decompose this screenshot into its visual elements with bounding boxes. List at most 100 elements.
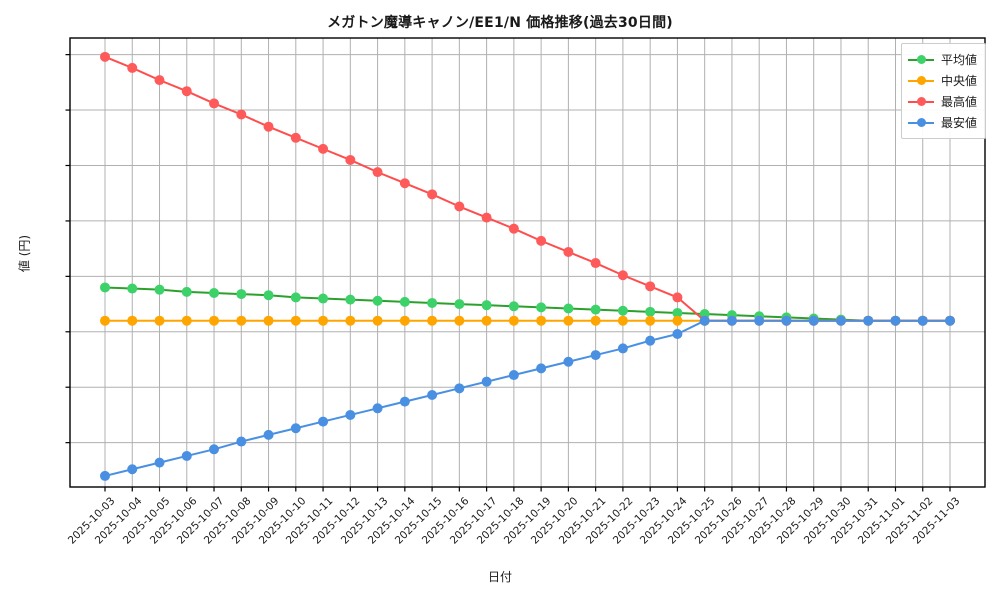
data-point — [236, 289, 247, 300]
data-point — [427, 297, 438, 308]
data-point — [427, 315, 438, 326]
data-point — [318, 293, 329, 304]
data-point — [290, 315, 301, 326]
data-point — [127, 315, 138, 326]
data-point — [372, 403, 383, 414]
data-point — [427, 389, 438, 400]
data-point — [645, 315, 656, 326]
legend-label: 最安値 — [940, 116, 977, 130]
data-point — [399, 178, 410, 189]
data-point — [481, 315, 492, 326]
data-point — [672, 315, 683, 326]
data-point — [100, 315, 110, 326]
data-point — [154, 75, 165, 86]
data-point — [590, 304, 601, 315]
data-point — [100, 282, 110, 293]
data-point — [127, 464, 138, 475]
data-point — [563, 315, 574, 326]
data-point — [563, 246, 574, 257]
data-point — [890, 315, 901, 326]
data-point — [835, 315, 846, 326]
legend-marker-dot — [916, 54, 926, 64]
data-point — [127, 283, 138, 294]
data-point — [454, 383, 465, 394]
data-point — [645, 306, 656, 317]
data-point — [100, 51, 110, 62]
data-point — [399, 315, 410, 326]
series-line — [104, 286, 951, 322]
x-axis-label: 日付 — [487, 570, 512, 584]
data-point — [209, 444, 220, 455]
data-point — [563, 356, 574, 367]
data-point — [345, 154, 356, 165]
chart-title: メガトン魔導キャノン/EE1/N 価格推移(過去30日間) — [327, 15, 673, 31]
data-point — [863, 315, 874, 326]
data-point — [372, 295, 383, 306]
data-point — [181, 86, 192, 97]
data-point — [290, 292, 301, 303]
data-point — [209, 315, 220, 326]
legend-item-1[interactable]: 中央値 — [907, 70, 977, 91]
data-point — [590, 350, 601, 361]
legend-line-swatch — [907, 54, 934, 64]
data-point — [645, 335, 656, 346]
legend-line-swatch — [907, 75, 934, 85]
data-point — [290, 132, 301, 143]
data-point — [726, 315, 737, 326]
data-point — [209, 98, 220, 109]
data-point — [263, 121, 274, 132]
legend-item-2[interactable]: 最高値 — [907, 91, 977, 112]
data-point — [236, 315, 247, 326]
data-point — [808, 315, 819, 326]
data-point — [345, 315, 356, 326]
data-point — [181, 315, 192, 326]
data-point — [263, 429, 274, 440]
data-point — [372, 315, 383, 326]
data-point — [590, 315, 601, 326]
data-point — [318, 416, 329, 427]
data-point — [209, 287, 220, 298]
legend-label: 最高値 — [940, 95, 977, 109]
data-point — [672, 292, 683, 303]
data-point — [481, 300, 492, 311]
data-point — [236, 109, 247, 120]
data-point — [617, 343, 628, 354]
data-point — [536, 302, 547, 313]
data-point — [508, 370, 519, 381]
series-line — [104, 55, 951, 322]
data-point — [263, 290, 274, 301]
data-point — [508, 315, 519, 326]
data-point — [127, 62, 138, 73]
legend-marker-dot — [916, 75, 926, 85]
legend-item-3[interactable]: 最安値 — [907, 112, 977, 133]
plot-frame — [69, 37, 986, 488]
data-point — [536, 235, 547, 246]
data-point — [617, 270, 628, 281]
data-point — [236, 436, 247, 447]
data-point — [563, 303, 574, 314]
data-point — [318, 143, 329, 154]
data-point — [345, 294, 356, 305]
data-point — [536, 315, 547, 326]
data-point — [154, 457, 165, 468]
data-point — [508, 301, 519, 312]
legend-marker-dot — [916, 117, 926, 127]
data-point — [427, 189, 438, 200]
data-point — [181, 286, 192, 297]
data-point — [154, 315, 165, 326]
data-point — [454, 201, 465, 212]
data-point — [645, 281, 656, 292]
data-point — [590, 258, 601, 269]
series-3 — [100, 315, 955, 481]
data-point — [100, 470, 110, 481]
data-point — [699, 315, 710, 326]
data-point — [617, 315, 628, 326]
data-point — [481, 376, 492, 387]
data-point — [481, 212, 492, 223]
series-2 — [100, 51, 955, 326]
legend-label: 中央値 — [940, 74, 977, 88]
data-point — [672, 329, 683, 340]
legend-item-0[interactable]: 平均値 — [907, 49, 977, 70]
